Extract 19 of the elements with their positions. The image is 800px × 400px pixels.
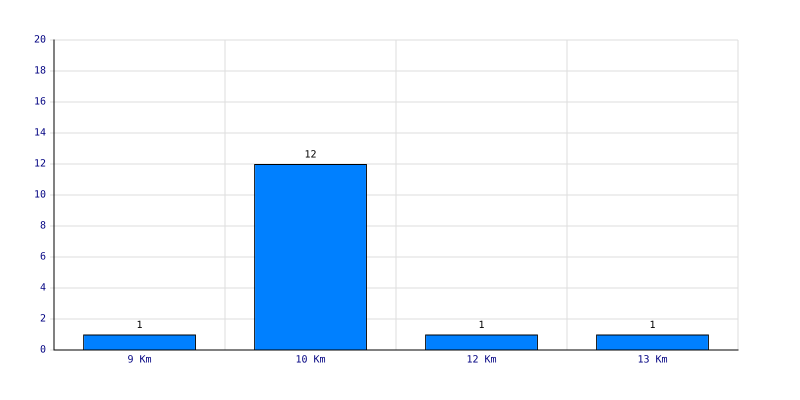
data-label: 1 (478, 320, 485, 332)
y-tick-label: 2 (40, 314, 46, 325)
x-tick-label: 12 Km (466, 354, 497, 366)
data-label: 1 (649, 320, 656, 332)
y-tick-label: 12 (34, 158, 46, 170)
y-tick-label: 6 (40, 252, 46, 263)
x-tick-label: 9 Km (127, 354, 152, 366)
y-tick-label: 18 (34, 66, 46, 77)
data-label: 12 (304, 150, 317, 161)
data-label: 1 (136, 320, 143, 332)
y-tick-label: 0 (40, 344, 46, 356)
y-tick-label: 16 (34, 96, 46, 108)
y-tick-label: 20 (34, 34, 46, 46)
x-tick-label: 10 Km (295, 354, 326, 366)
y-tick-label: 8 (40, 220, 46, 232)
x-tick-label: 13 Km (637, 354, 668, 366)
y-tick-label: 4 (40, 282, 46, 294)
y-tick-label: 10 (34, 190, 46, 201)
y-tick-label: 14 (34, 128, 46, 139)
